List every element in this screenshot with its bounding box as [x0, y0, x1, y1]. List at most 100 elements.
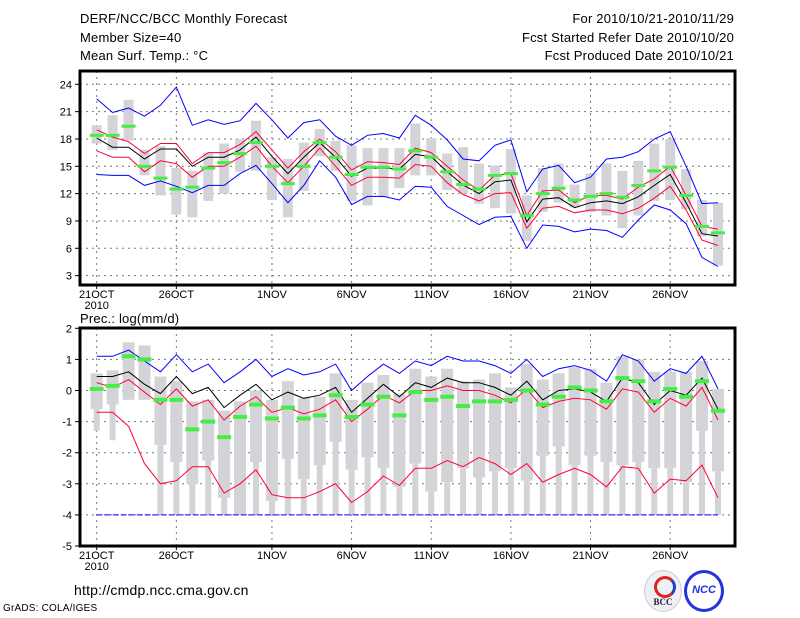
precip-ensemble-box	[616, 356, 629, 466]
precip-ytick-label: -4	[62, 510, 72, 522]
precip-whisker	[253, 462, 259, 515]
precip-ensemble-box	[680, 371, 693, 483]
temp-xtick-label: 11NOV	[414, 289, 450, 301]
precip-marker	[376, 394, 391, 399]
temp-series-mean	[96, 136, 719, 237]
precip-whisker	[93, 409, 100, 431]
website-url: http://cmdp.ncc.cma.gov.cn	[74, 582, 249, 598]
temp-marker	[695, 224, 710, 228]
temp-marker	[312, 141, 327, 145]
temp-ensemble-box	[187, 170, 198, 218]
precip-marker	[456, 404, 471, 409]
precip-ensemble-box	[122, 342, 135, 400]
precip-ensemble-box	[361, 382, 374, 458]
temp-series-lower	[96, 145, 719, 246]
temp-ensemble-box	[107, 115, 118, 150]
precip-marker	[535, 402, 550, 407]
precip-whisker	[300, 479, 307, 515]
precip-whisker	[428, 491, 435, 515]
temp-marker	[392, 167, 407, 171]
precip-ensemble-box	[488, 373, 501, 472]
precip-ytick-label: 1	[66, 354, 72, 366]
precip-whisker	[651, 468, 658, 515]
precip-marker	[408, 390, 423, 395]
temp-marker	[169, 187, 184, 191]
temp-ensemble-box	[155, 146, 166, 196]
temp-marker	[217, 161, 232, 165]
temp-marker	[440, 170, 455, 174]
precip-marker	[217, 435, 232, 440]
precip-ytick-label: -5	[62, 541, 72, 553]
precip-ensemble-box	[234, 401, 247, 515]
temp-marker	[551, 186, 566, 190]
temp-marker	[233, 152, 248, 156]
temp-ensemble-box	[123, 99, 134, 141]
temp-marker	[503, 172, 518, 176]
precip-ensemble-box	[329, 373, 342, 442]
precip-xtick-label: 6NOV	[337, 550, 368, 562]
precip-marker	[185, 427, 200, 432]
precip-marker	[615, 376, 630, 381]
temp-marker	[105, 133, 120, 137]
precip-marker	[695, 379, 710, 384]
temp-series-max	[96, 86, 719, 205]
precip-ensemble-box	[584, 368, 597, 456]
precip-ensemble-box	[218, 410, 231, 498]
precip-whisker	[491, 471, 498, 515]
temp-marker	[535, 192, 550, 196]
precip-xtick-label: 21OCT	[79, 550, 115, 562]
precip-whisker	[555, 446, 562, 515]
temp-ytick-label: 15	[60, 161, 72, 173]
precip-ensemble-box	[265, 399, 278, 501]
precip-marker	[360, 402, 375, 407]
temp-series-upper	[96, 129, 719, 230]
precip-marker	[503, 397, 518, 402]
precip-marker	[296, 416, 311, 421]
precip-xtick-label: 21NOV	[572, 550, 609, 562]
temp-ensemble-box	[601, 163, 612, 216]
precip-ytick-label: -1	[62, 417, 72, 429]
temp-marker	[647, 169, 662, 173]
precip-ensemble-box	[648, 371, 661, 469]
temp-chart: 3 6 9 12 15 18 21 24 21OCT 26OCT 1NOV 6NOV 11NOV 16NO…	[60, 69, 737, 312]
precip-whisker	[476, 477, 483, 515]
ncc-logo: NCC	[684, 570, 724, 612]
temp-ytick-label: 24	[60, 79, 72, 91]
precip-whisker	[699, 430, 706, 515]
variable-label: Mean Surf. Temp.: °C	[80, 48, 209, 63]
figure-title: DERF/NCC/BCC Monthly Forecast	[80, 11, 288, 26]
precip-marker	[153, 397, 168, 402]
precip-frame	[78, 326, 737, 548]
precip-whisker	[635, 462, 642, 515]
temp-ensemble-box	[521, 195, 532, 241]
temp-marker	[631, 183, 646, 187]
precip-marker	[392, 413, 407, 418]
temp-marker	[583, 194, 598, 198]
temp-marker	[615, 195, 630, 199]
temp-ensemble-box	[219, 143, 230, 194]
precip-whisker	[444, 482, 451, 515]
precip-marker	[328, 393, 343, 398]
bcc-emblem-icon	[654, 576, 676, 598]
temp-marker	[344, 172, 359, 176]
temp-marker	[424, 155, 439, 159]
precip-ensemble-box	[664, 371, 677, 469]
precip-whisker	[380, 468, 387, 515]
precip-ensemble-box	[520, 364, 533, 481]
precip-whisker	[332, 441, 339, 515]
precip-ensemble-box	[568, 367, 581, 466]
temp-ytick-label: 3	[66, 271, 72, 283]
temp-marker	[121, 124, 136, 128]
precip-marker	[137, 357, 152, 362]
precip-whisker	[523, 480, 530, 515]
precip-year-label: 2010	[84, 561, 108, 573]
temp-xtick-label: 26OCT	[159, 289, 195, 301]
precip-ytick-label: 2	[66, 323, 72, 335]
temp-xtick-label: 16NOV	[493, 289, 530, 301]
precip-chart: -5 -4 -3 -2 -1 0 1 2 21OCT 26OCT 1NOV 6NOV 11NOV 16NO…	[62, 323, 737, 573]
precip-marker	[249, 402, 263, 407]
precip-ensemble-box	[425, 376, 438, 492]
temp-year-label: 2010	[84, 300, 108, 312]
temp-marker	[280, 182, 295, 186]
